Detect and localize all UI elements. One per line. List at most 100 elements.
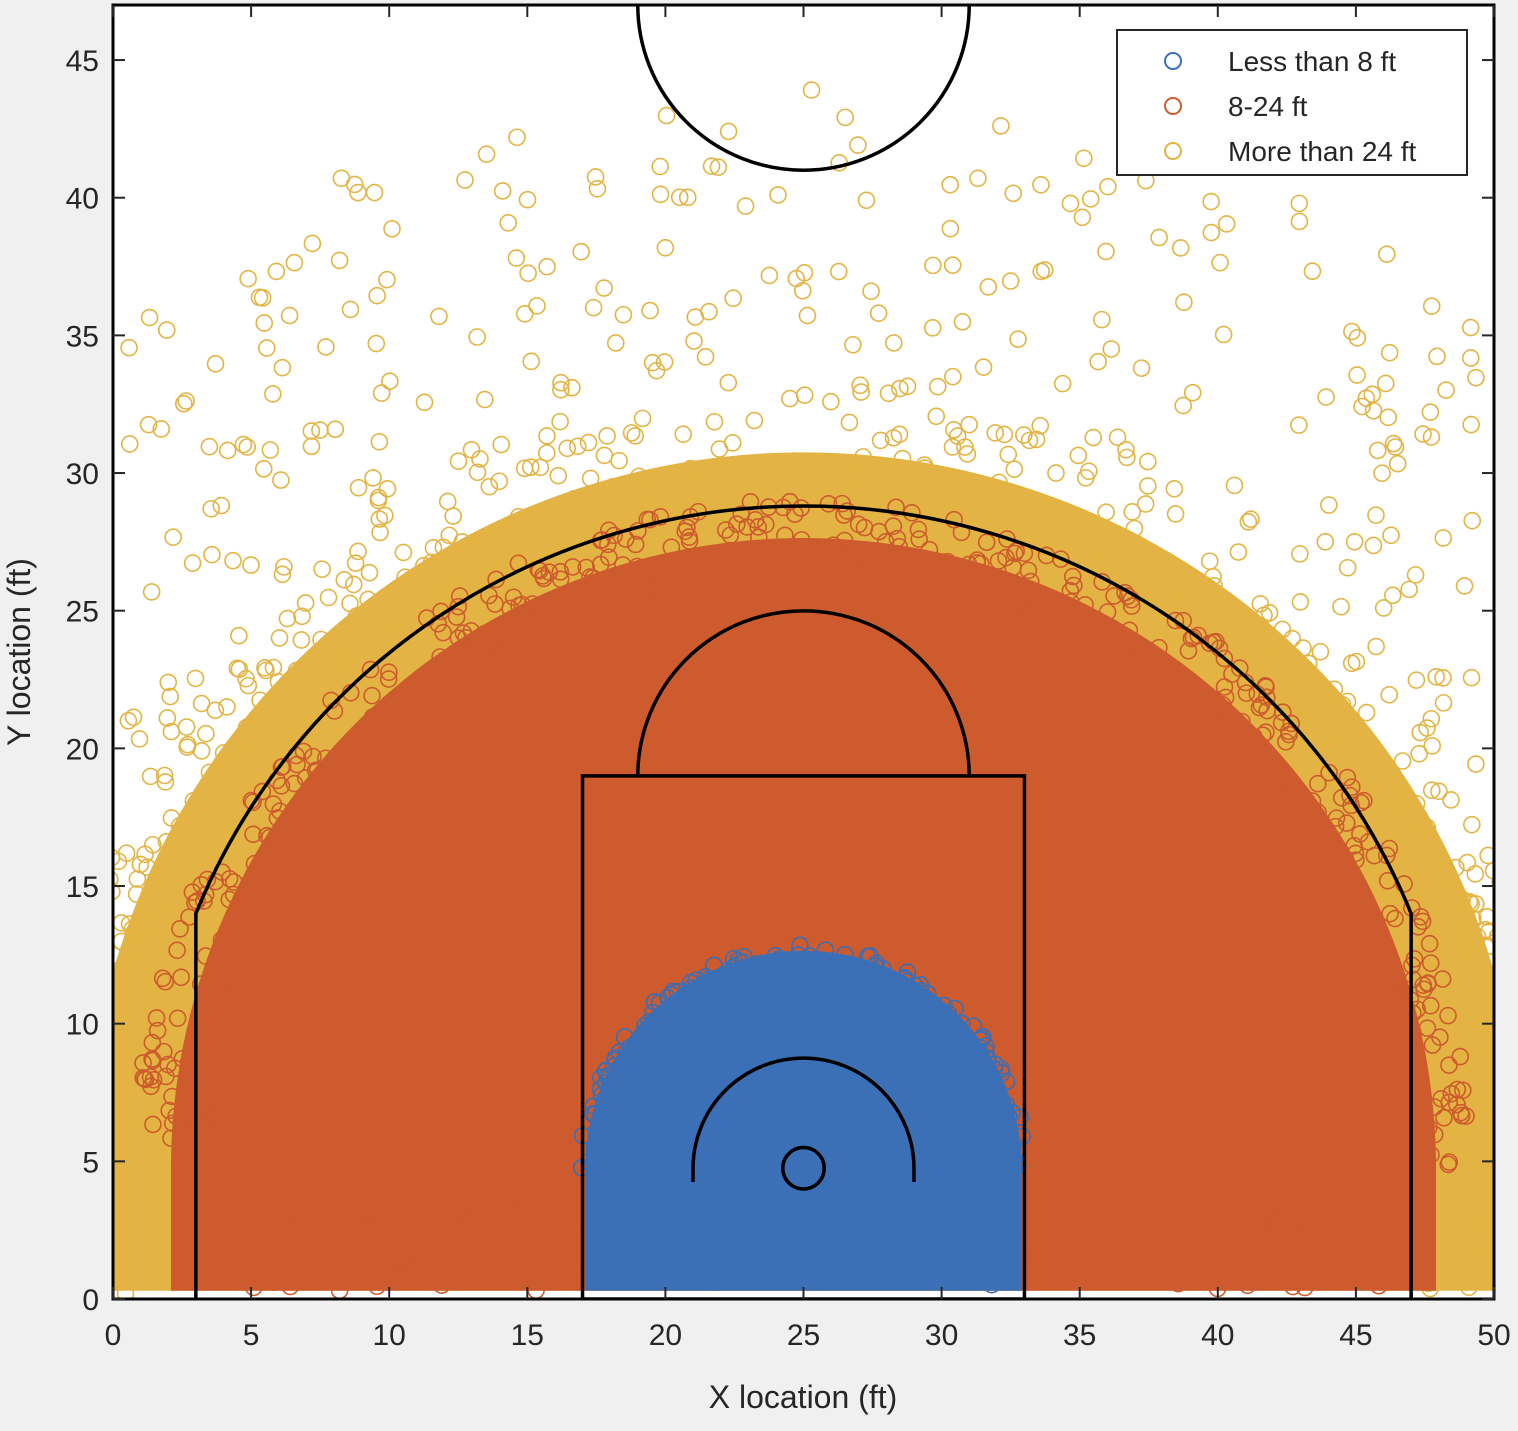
far-point [335, 571, 354, 589]
mid-point [1204, 691, 1223, 710]
mid-point [712, 571, 730, 590]
near-point [895, 969, 914, 987]
mid-point [383, 1262, 401, 1281]
mid-point [1117, 639, 1136, 658]
far-point [311, 421, 329, 439]
x-tick-label: 20 [649, 1319, 682, 1352]
mid-point [1344, 1270, 1362, 1289]
mid-point [442, 663, 461, 681]
near-point [970, 1031, 989, 1049]
mid-point [244, 1254, 262, 1273]
mid-point [225, 873, 243, 891]
far-point [851, 376, 869, 395]
far-point [781, 389, 799, 408]
mid-point [888, 529, 907, 548]
mid-point [153, 969, 172, 988]
far-point [234, 435, 253, 454]
mid-point [196, 947, 215, 965]
far-point [857, 191, 876, 210]
mid-point [523, 595, 542, 613]
mid-point [1166, 611, 1185, 630]
mid-point [1015, 601, 1034, 619]
near-point [803, 1182, 821, 1201]
far-point [1430, 782, 1448, 801]
far-point [1422, 428, 1441, 446]
far-point [477, 145, 496, 164]
mid-point [1216, 688, 1235, 707]
mid-point [396, 720, 414, 738]
far-point [115, 1115, 133, 1133]
far-point [1032, 262, 1050, 281]
far-point [507, 249, 526, 267]
far-point [1332, 727, 1351, 746]
mid-point [361, 660, 380, 679]
far-point [1348, 329, 1367, 347]
far-point [1443, 1182, 1461, 1201]
mid-point [1124, 653, 1143, 672]
near-point [650, 994, 669, 1012]
mid-point [523, 601, 541, 619]
mid-point [716, 521, 735, 539]
far-point [890, 425, 909, 444]
mid-point [977, 533, 996, 552]
far-point [632, 486, 651, 504]
far-point [302, 437, 321, 456]
near-point [816, 941, 835, 959]
far-point [1132, 359, 1151, 377]
far-point [826, 493, 844, 511]
near-point [602, 1186, 621, 1205]
far-point [705, 412, 724, 431]
y-tick-label: 35 [66, 320, 99, 353]
mid-point [163, 1087, 181, 1106]
scatter-points [113, 81, 1494, 1299]
far-point [151, 1272, 170, 1291]
mid-point [430, 1224, 449, 1242]
mid-point [1166, 1247, 1185, 1266]
mid-point [660, 563, 678, 581]
far-point [152, 1130, 171, 1149]
mid-point [486, 595, 504, 613]
legend-label: Less than 8 ft [1228, 46, 1396, 77]
far-point [606, 334, 625, 352]
mid-point [1073, 1263, 1092, 1281]
far-point [241, 743, 259, 761]
far-point [1421, 403, 1440, 421]
far-point [165, 901, 184, 920]
mid-point [997, 548, 1015, 567]
near-point [800, 947, 819, 965]
far-point [113, 1129, 121, 1148]
legend-marker [1164, 52, 1182, 70]
near-point [698, 992, 716, 1010]
far-point [1393, 752, 1412, 770]
far-point [381, 619, 399, 637]
far-point [158, 709, 177, 727]
x-tick-label: 45 [1339, 1319, 1372, 1352]
mid-point [1414, 976, 1433, 994]
far-point [319, 588, 338, 607]
far-point [1387, 772, 1405, 791]
far-point [1380, 343, 1399, 362]
near-point [806, 1251, 824, 1270]
far-point [787, 269, 806, 288]
far-point [651, 157, 669, 176]
mid-point [157, 1067, 175, 1086]
far-point [1202, 192, 1220, 211]
far-point [113, 1234, 117, 1250]
mid-point [720, 541, 739, 560]
mid-point [998, 530, 1016, 548]
far-point [552, 373, 570, 392]
near-point [769, 1201, 787, 1219]
mid-point [1303, 792, 1322, 810]
far-point [1471, 1004, 1490, 1022]
mid-point [175, 1118, 194, 1137]
mid-point [792, 499, 810, 517]
far-point [150, 1105, 168, 1123]
far-point [802, 81, 821, 99]
far-point [700, 302, 718, 321]
mid-point [244, 825, 262, 844]
far-point [372, 384, 391, 402]
mid-point [551, 563, 570, 581]
mid-point [224, 1204, 243, 1223]
mid-point [352, 751, 371, 769]
mid-point [519, 1194, 538, 1212]
